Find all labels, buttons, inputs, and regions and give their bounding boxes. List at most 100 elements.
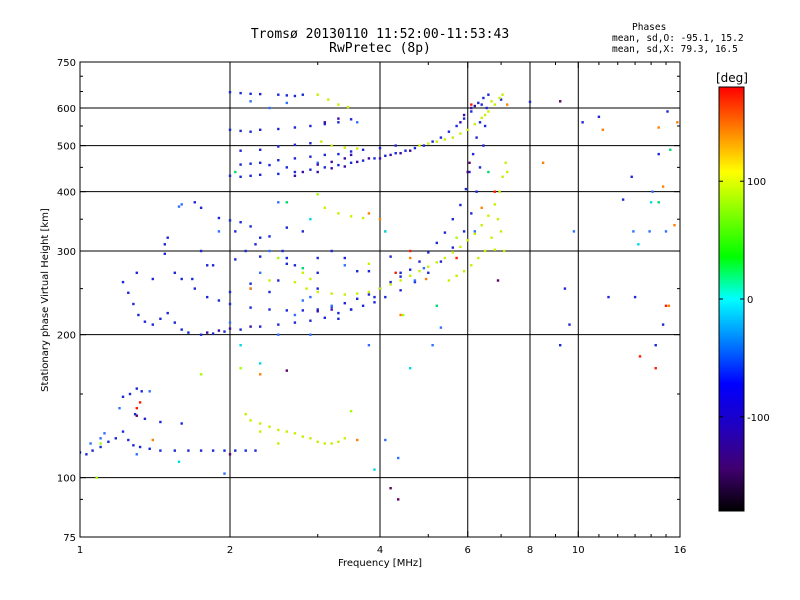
data-point (483, 124, 487, 128)
data-point (316, 193, 319, 196)
data-point (217, 299, 221, 302)
data-point (244, 249, 247, 253)
data-point (676, 121, 679, 124)
data-point (343, 256, 346, 260)
data-point (378, 287, 382, 290)
data-point (309, 155, 312, 158)
data-point (301, 299, 304, 302)
data-point (496, 279, 500, 282)
data-point (343, 264, 346, 267)
data-point (367, 212, 371, 215)
data-point (309, 218, 312, 221)
data-point (199, 206, 203, 209)
data-point (462, 230, 466, 233)
data-point (394, 271, 397, 274)
data-point (277, 428, 280, 432)
data-point (259, 173, 262, 176)
data-point (285, 369, 288, 372)
data-point (127, 291, 130, 294)
data-point (180, 328, 183, 331)
data-point (480, 116, 483, 120)
data-point (451, 246, 454, 249)
data-point (630, 175, 633, 178)
data-point (228, 321, 232, 324)
data-point (498, 190, 501, 193)
data-point (475, 190, 478, 193)
data-point (356, 270, 359, 273)
data-point (193, 201, 196, 204)
data-point (199, 449, 203, 452)
data-point (193, 287, 196, 290)
data-point (239, 328, 242, 331)
colorbar-label: [deg] (716, 71, 748, 85)
data-point (633, 295, 637, 299)
data-point (397, 456, 400, 460)
data-point (349, 153, 353, 157)
data-point (268, 279, 271, 282)
data-point (151, 323, 154, 326)
data-point (349, 308, 353, 311)
data-point (259, 161, 262, 164)
data-point (337, 311, 340, 315)
data-point (483, 113, 487, 117)
data-point (373, 295, 376, 299)
data-point (249, 419, 252, 422)
data-point (285, 226, 288, 229)
data-point (259, 422, 262, 425)
data-point (487, 110, 490, 113)
data-point (399, 275, 402, 278)
data-point (373, 468, 376, 471)
data-point (143, 417, 147, 420)
data-point (427, 265, 430, 268)
data-point (234, 230, 237, 233)
data-point (293, 94, 297, 98)
data-point (259, 362, 262, 365)
data-point (384, 154, 387, 157)
data-point (277, 127, 280, 131)
data-point (470, 264, 473, 267)
data-point (478, 166, 482, 169)
data-point (455, 236, 458, 239)
data-point (301, 230, 304, 233)
data-point (316, 271, 319, 274)
data-point (91, 449, 94, 452)
data-point (223, 472, 226, 475)
data-point (418, 260, 421, 263)
data-point (394, 152, 397, 155)
x-tick-label: 8 (527, 545, 533, 556)
data-point (435, 304, 438, 307)
data-point (394, 144, 397, 147)
data-point (349, 161, 353, 164)
data-point (397, 498, 400, 501)
data-point (80, 451, 82, 454)
data-point (327, 98, 330, 101)
grid-lines (80, 62, 680, 537)
y-tick-label: 75 (63, 533, 76, 544)
colorbar-tick-label: 0 (747, 295, 753, 306)
data-point (337, 117, 340, 120)
data-point (337, 317, 340, 320)
data-point (473, 122, 476, 126)
data-point (475, 136, 478, 139)
data-point (654, 344, 657, 347)
x-tick-label: 4 (377, 545, 383, 556)
data-point (277, 172, 280, 176)
x-tick-label: 2 (227, 545, 233, 556)
data-point (249, 306, 252, 309)
colorbar-gradient (718, 86, 745, 512)
data-point (607, 295, 610, 299)
data-point (249, 100, 252, 103)
data-point (435, 241, 438, 245)
data-point (367, 293, 371, 296)
data-point (462, 113, 466, 117)
data-point (234, 170, 237, 174)
data-point (309, 319, 312, 322)
data-point (330, 304, 333, 307)
data-point (361, 148, 365, 151)
phase-stats-o: mean, sd,O: -95.1, 15.2 (612, 33, 744, 44)
data-point (143, 320, 147, 323)
data-point (473, 104, 476, 108)
data-point (346, 105, 350, 109)
data-point (470, 110, 473, 113)
